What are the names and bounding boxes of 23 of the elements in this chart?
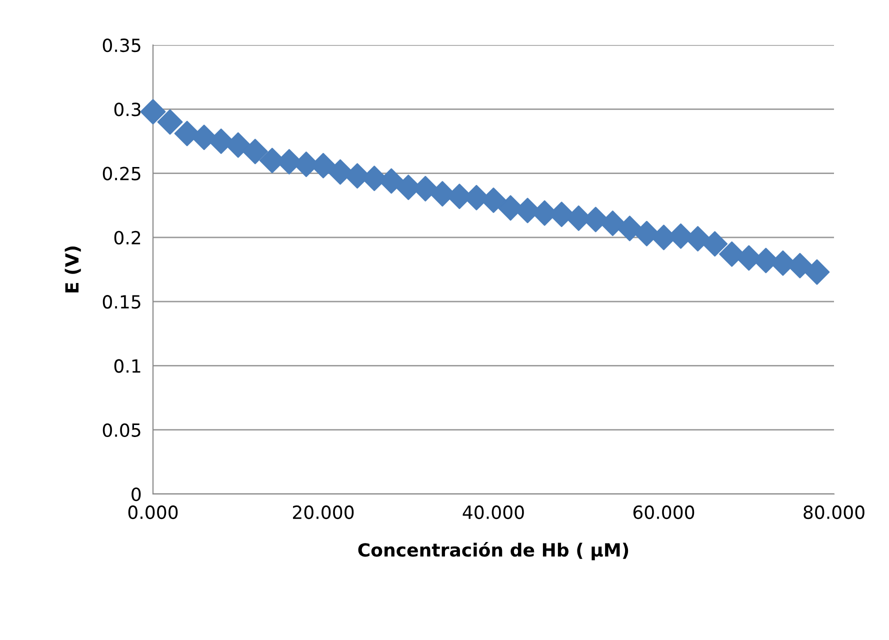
y-axis-title: E (V) [64, 246, 81, 292]
point [157, 109, 183, 135]
y-tick-label: 0.1 [114, 359, 140, 373]
x-axis-title: Concentración de Hb ( μM) [358, 542, 628, 560]
y-tick-label: 0.2 [114, 230, 140, 245]
y-tick-label: 0.05 [102, 423, 140, 437]
x-tick-label: 20.000 [292, 505, 354, 520]
y-tick-label: 0.15 [102, 295, 140, 309]
y-tick-label: 0.3 [114, 102, 140, 116]
point [140, 98, 166, 124]
y-tick-label: 0.25 [102, 166, 140, 180]
point [702, 231, 728, 257]
point [804, 259, 830, 285]
point [634, 220, 660, 246]
point [242, 138, 268, 164]
point [616, 216, 642, 242]
y-tick-label: 0.35 [102, 38, 140, 52]
y-tick-label: 0 [132, 487, 141, 502]
point [328, 159, 353, 185]
x-tick-label: 80.000 [804, 505, 864, 520]
x-tick-label: 60.000 [633, 505, 694, 520]
x-tick-label: 40.000 [462, 505, 524, 520]
x-tick-label: 0.000 [128, 505, 178, 520]
